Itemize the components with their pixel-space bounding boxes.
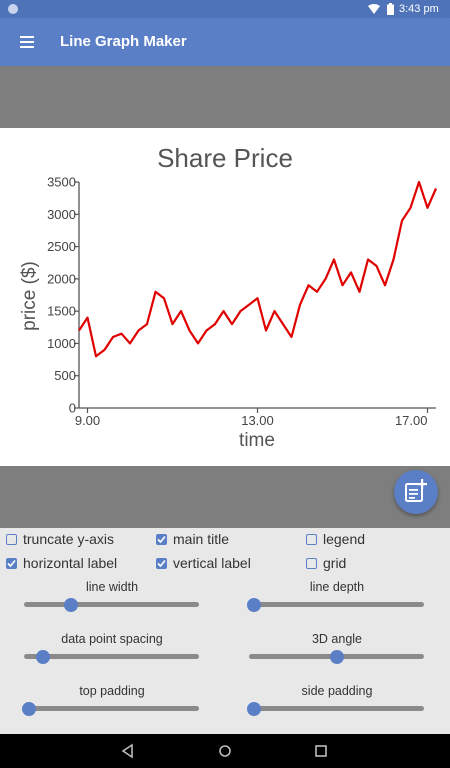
checkbox-unchecked-icon[interactable] <box>306 557 317 569</box>
slider-line-width[interactable] <box>24 602 199 607</box>
y-tick-label: 1500 <box>47 304 76 319</box>
recents-icon[interactable] <box>312 742 330 760</box>
home-icon[interactable] <box>215 741 235 761</box>
x-axis-label: time <box>239 430 275 451</box>
slider-thumb-3d-angle[interactable] <box>329 649 344 664</box>
menu-icon <box>20 36 34 48</box>
wifi-icon <box>368 4 380 14</box>
checkbox-vertical-label[interactable]: vertical label <box>156 554 251 572</box>
y-tick-label: 0 <box>69 401 76 416</box>
slider-thumb-data-point-spacing[interactable] <box>36 649 51 664</box>
share-price-line <box>78 180 438 358</box>
y-tick-label: 3500 <box>47 175 76 190</box>
checkbox-main-title[interactable]: main title <box>156 530 229 548</box>
slider-top-padding[interactable] <box>24 706 199 711</box>
chart-panel: Share Price price ($) time 0 500 1000 1500 2… <box>0 128 450 466</box>
slider-label-line-depth: line depth <box>309 580 365 594</box>
slider-data-point-spacing[interactable] <box>24 654 199 659</box>
checkbox-label: vertical label <box>173 555 251 571</box>
battery-icon <box>387 3 394 15</box>
x-tick-label: 13.00 <box>241 413 274 428</box>
checkbox-label: grid <box>323 555 347 571</box>
add-note-fab[interactable] <box>394 470 438 514</box>
checkbox-horizontal-label[interactable]: horizontal label <box>6 554 117 572</box>
slider-thumb-line-width[interactable] <box>64 597 79 612</box>
bottom-gray-band <box>0 466 450 528</box>
slider-thumb-top-padding[interactable] <box>22 701 37 716</box>
notification-icon <box>8 4 18 14</box>
menu-button[interactable] <box>14 30 40 54</box>
y-tick-label: 500 <box>54 368 76 383</box>
checkbox-label: truncate y-axis <box>23 531 115 547</box>
status-time: 3:43 pm <box>399 3 439 15</box>
slider-label-side-padding: side padding <box>301 684 373 698</box>
status-bar: 3:43 pm <box>0 0 450 18</box>
navigation-bar <box>0 734 450 768</box>
top-gray-band <box>0 66 450 128</box>
y-tick-label: 2000 <box>47 271 76 286</box>
checkbox-label: horizontal label <box>23 555 118 571</box>
x-tick-label: 17.00 <box>395 413 428 428</box>
slider-line-depth[interactable] <box>249 602 424 607</box>
app-bar: Line Graph Maker <box>0 18 450 66</box>
slider-label-line-width: line width <box>85 580 139 594</box>
checkbox-checked-icon[interactable] <box>156 557 167 569</box>
slider-label-3d-angle: 3D angle <box>311 632 363 646</box>
checkbox-checked-icon[interactable] <box>156 533 167 545</box>
chart-title: Share Price <box>157 143 293 173</box>
checkbox-unchecked-icon[interactable] <box>6 533 17 545</box>
checkbox-label: legend <box>323 531 366 547</box>
y-tick-label: 1000 <box>47 336 76 351</box>
note-add-icon <box>405 479 427 502</box>
checkbox-truncate-y-axis[interactable]: truncate y-axis <box>6 530 114 548</box>
y-tick-label: 2500 <box>47 239 76 254</box>
slider-side-padding[interactable] <box>249 706 424 711</box>
slider-thumb-side-padding[interactable] <box>247 701 262 716</box>
y-axis-label: price ($) <box>19 261 40 331</box>
app-title: Line Graph Maker <box>60 33 187 50</box>
slider-label-data-point-spacing: data point spacing <box>61 632 163 646</box>
slider-label-top-padding: top padding <box>79 684 145 698</box>
checkbox-label: main title <box>173 531 230 547</box>
options-panel: truncate y-axis main title legend horizonta… <box>0 528 450 734</box>
checkbox-unchecked-icon[interactable] <box>306 533 317 545</box>
x-tick-label: 9.00 <box>75 413 100 428</box>
checkbox-grid[interactable]: grid <box>306 554 346 572</box>
y-tick-label: 3000 <box>47 207 76 222</box>
checkbox-checked-icon[interactable] <box>6 557 17 569</box>
line-chart: Share Price price ($) time 0 500 1000 1500 2… <box>19 143 438 451</box>
slider-thumb-line-depth[interactable] <box>247 597 262 612</box>
back-icon[interactable] <box>118 742 138 760</box>
checkbox-legend[interactable]: legend <box>306 530 365 548</box>
